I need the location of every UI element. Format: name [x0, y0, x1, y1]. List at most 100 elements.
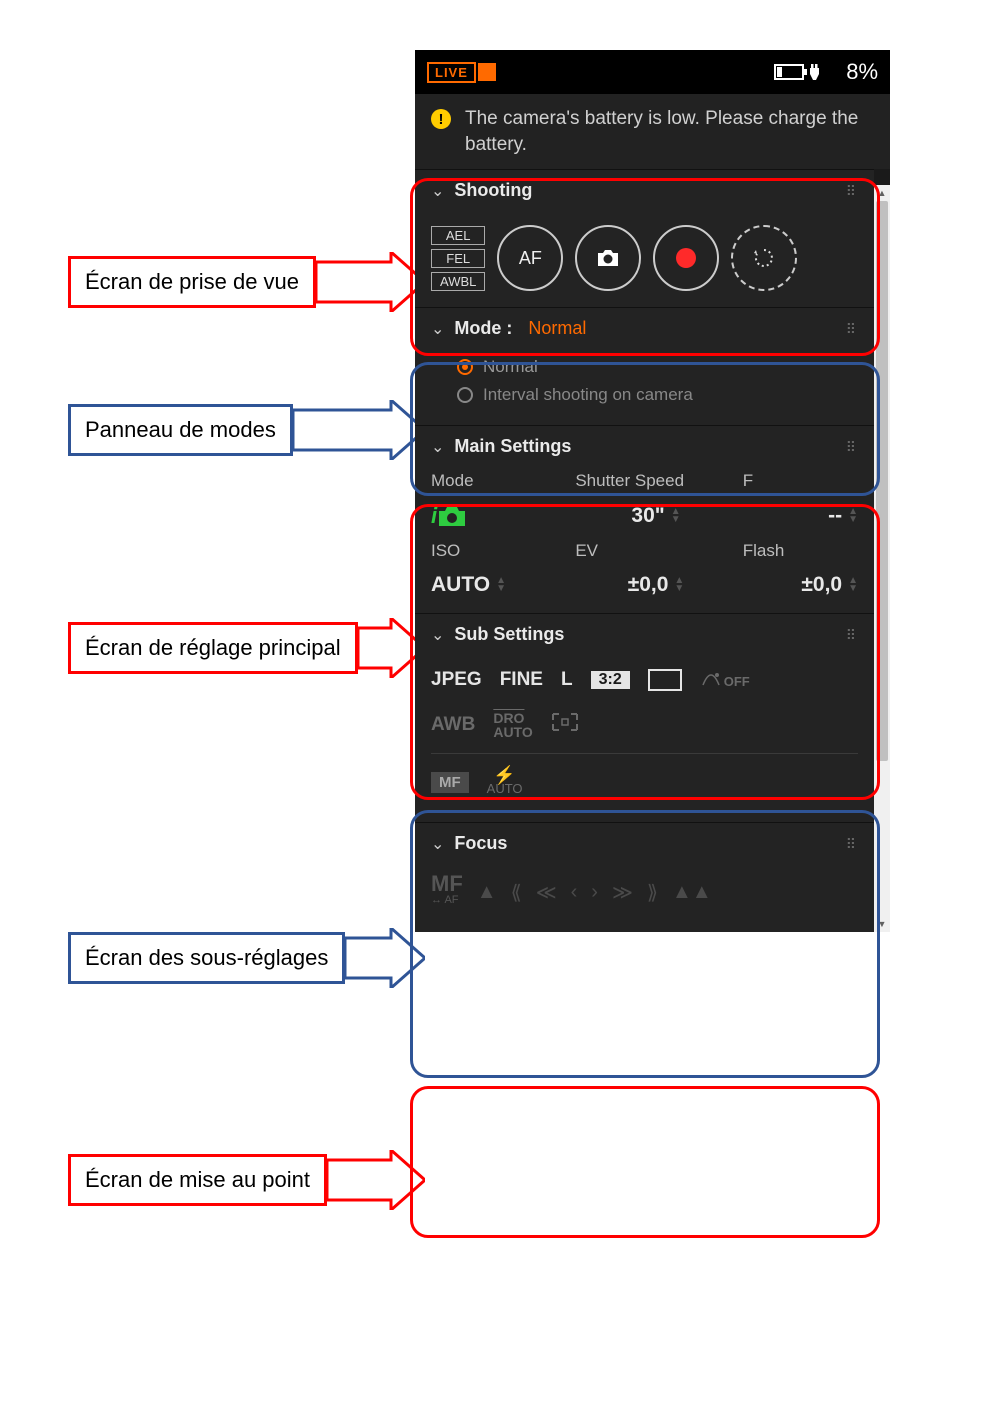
callout-label: Écran de réglage principal — [68, 622, 358, 674]
battery-icon — [774, 62, 820, 82]
focus-area-icon[interactable] — [551, 712, 579, 738]
status-bar: LIVE 8% — [415, 50, 890, 94]
ev-value[interactable]: ±0,0 ▲▼ — [575, 573, 736, 597]
section-header-mode[interactable]: ⌄ Mode : Normal ⠿ — [415, 308, 874, 347]
label-f: F — [743, 471, 858, 491]
scroll-down-icon[interactable]: ▼ — [874, 916, 890, 932]
arrow-icon — [293, 400, 425, 460]
mode-value[interactable]: i — [431, 503, 569, 529]
live-indicator — [478, 63, 496, 81]
focus-far1-button[interactable]: ‹ — [571, 881, 578, 904]
annotation-outline — [410, 1086, 880, 1238]
section-title: Focus — [454, 833, 507, 854]
callout-label: Écran de prise de vue — [68, 256, 316, 308]
section-header-sub[interactable]: ⌄ Sub Settings ⠿ — [415, 614, 874, 653]
section-header-main[interactable]: ⌄ Main Settings ⠿ — [415, 426, 874, 465]
far-icon[interactable]: ▲▲ — [672, 881, 712, 904]
chevron-down-icon: ⌄ — [431, 834, 444, 854]
drag-grip-icon[interactable]: ⠿ — [846, 326, 858, 332]
awbl-button[interactable]: AWBL — [431, 272, 485, 291]
live-badge: LIVE — [427, 62, 476, 83]
drag-grip-icon[interactable]: ⠿ — [846, 632, 858, 638]
creative-off[interactable]: OFF — [700, 671, 750, 689]
focus-far3-button[interactable]: ⟪ — [511, 880, 522, 905]
callout-red: Écran de mise au point — [68, 1150, 425, 1210]
mode-option-interval[interactable]: Interval shooting on camera — [431, 381, 858, 409]
warning-text: The camera's battery is low. Please char… — [465, 106, 874, 157]
aspect-ratio[interactable]: 3:2 — [591, 671, 630, 689]
callout-label: Écran de mise au point — [68, 1154, 327, 1206]
section-main-settings: ⌄ Main Settings ⠿ Mode Shutter Speed F i — [415, 425, 874, 613]
section-title: Main Settings — [454, 436, 571, 457]
drag-grip-icon[interactable]: ⠿ — [846, 188, 858, 194]
warning-icon: ! — [431, 109, 451, 129]
section-header-focus[interactable]: ⌄ Focus ⠿ — [415, 823, 874, 862]
drag-grip-icon[interactable]: ⠿ — [846, 444, 858, 450]
callout-red: Écran de prise de vue — [68, 252, 425, 312]
radio-icon — [457, 359, 473, 375]
focus-near2-button[interactable]: ≫ — [612, 880, 633, 905]
iso-value[interactable]: AUTO ▲▼ — [431, 573, 569, 597]
scrollbar[interactable]: ▲ ▼ — [874, 185, 890, 932]
shutter-value[interactable]: 30" ▲▼ — [575, 503, 736, 529]
stepper-icon[interactable]: ▲▼ — [848, 577, 858, 593]
label-flash: Flash — [743, 541, 858, 561]
section-mode: ⌄ Mode : Normal ⠿ Normal Interval shooti… — [415, 307, 874, 425]
camera-control-panel: LIVE 8% ! The camera's battery is low. P… — [415, 50, 890, 932]
stepper-icon[interactable]: ▲▼ — [671, 508, 681, 524]
format-value[interactable]: JPEG — [431, 669, 482, 691]
arrow-icon — [327, 1150, 425, 1210]
focus-near3-button[interactable]: ⟫ — [647, 880, 658, 905]
mf-badge[interactable]: MF — [431, 772, 469, 793]
mode-option-normal[interactable]: Normal — [431, 353, 858, 381]
section-header-shooting[interactable]: ⌄ Shooting ⠿ — [415, 170, 874, 209]
auto-mode-icon: i — [431, 503, 467, 529]
f-value[interactable]: -- ▲▼ — [743, 503, 858, 529]
drag-grip-icon[interactable]: ⠿ — [846, 841, 858, 847]
warning-banner: ! The camera's battery is low. Please ch… — [415, 94, 890, 169]
battery-percent: 8% — [846, 59, 878, 85]
ael-button[interactable]: AEL — [431, 226, 485, 245]
callout-blue: Panneau de modes — [68, 400, 425, 460]
chevron-down-icon: ⌄ — [431, 437, 444, 457]
focus-far2-button[interactable]: ≪ — [536, 880, 557, 905]
callout-label: Écran des sous-réglages — [68, 932, 345, 984]
radio-icon — [457, 387, 473, 403]
scroll-up-icon[interactable]: ▲ — [874, 185, 890, 201]
focus-mode-badge[interactable]: MF ↔ AF — [431, 876, 463, 908]
section-title: Shooting — [454, 180, 532, 201]
arrow-icon — [316, 252, 425, 312]
shutter-button[interactable] — [575, 225, 641, 291]
section-title: Mode : — [454, 318, 512, 339]
chevron-down-icon: ⌄ — [431, 319, 444, 339]
section-sub-settings: ⌄ Sub Settings ⠿ JPEG FINE L 3:2 OFF — [415, 613, 874, 822]
stepper-icon[interactable]: ▲▼ — [496, 577, 506, 593]
section-title: Sub Settings — [454, 624, 564, 645]
lock-buttons: AEL FEL AWBL — [431, 226, 485, 291]
section-shooting: ⌄ Shooting ⠿ AEL FEL AWBL AF — [415, 169, 874, 307]
label-shutter: Shutter Speed — [575, 471, 736, 491]
label-mode: Mode — [431, 471, 569, 491]
focus-near1-button[interactable]: › — [591, 881, 598, 904]
fel-button[interactable]: FEL — [431, 249, 485, 268]
label-iso: ISO — [431, 541, 569, 561]
label-ev: EV — [575, 541, 736, 561]
refresh-button[interactable] — [731, 225, 797, 291]
near-icon[interactable]: ▲ — [477, 881, 497, 904]
dro-value[interactable]: DRO AUTO — [493, 711, 532, 739]
chevron-down-icon: ⌄ — [431, 181, 444, 201]
frame-icon[interactable] — [648, 669, 682, 691]
awb-value[interactable]: AWB — [431, 714, 475, 736]
flash-mode[interactable]: ⚡ AUTO — [487, 768, 523, 796]
size-value[interactable]: L — [561, 669, 573, 691]
record-button[interactable] — [653, 225, 719, 291]
scroll-thumb[interactable] — [876, 201, 888, 761]
quality-value[interactable]: FINE — [500, 669, 543, 691]
flash-value[interactable]: ±0,0 ▲▼ — [743, 573, 858, 597]
callout-label: Panneau de modes — [68, 404, 293, 456]
af-button[interactable]: AF — [497, 225, 563, 291]
callout-blue: Écran des sous-réglages — [68, 928, 425, 988]
stepper-icon[interactable]: ▲▼ — [848, 508, 858, 524]
stepper-icon[interactable]: ▲▼ — [674, 577, 684, 593]
callout-red: Écran de réglage principal — [68, 618, 425, 678]
